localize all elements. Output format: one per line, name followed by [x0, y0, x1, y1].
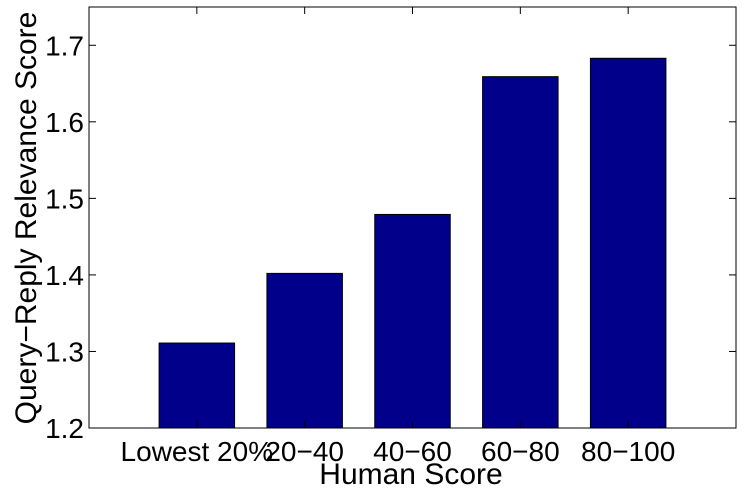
y-tick-label-6: 1.7 — [45, 30, 84, 61]
bar-5 — [589, 57, 667, 429]
x-tick-label-2: 20−40 — [265, 436, 344, 467]
x-tick-label-1: Lowest 20% — [121, 436, 274, 467]
bar-4 — [482, 76, 559, 429]
y-tick-label-5: 1.6 — [45, 107, 84, 138]
y-tick-label-3: 1.4 — [45, 260, 84, 291]
bar-1 — [158, 342, 236, 429]
x-tick-label-3: 40−60 — [373, 436, 452, 467]
y-tick-label-2: 1.3 — [45, 336, 84, 367]
y-axis-label: Query−Reply Relevance Score — [10, 12, 43, 425]
bar-3 — [374, 213, 451, 429]
x-tick-label-5: 80−100 — [581, 436, 675, 467]
y-tick-label-4: 1.5 — [45, 183, 84, 214]
x-axis-label: Human Score — [319, 458, 502, 491]
y-tick-label-1: 1.2 — [45, 413, 84, 444]
x-tick-label-4: 60−80 — [481, 436, 560, 467]
bar-2 — [266, 272, 343, 429]
